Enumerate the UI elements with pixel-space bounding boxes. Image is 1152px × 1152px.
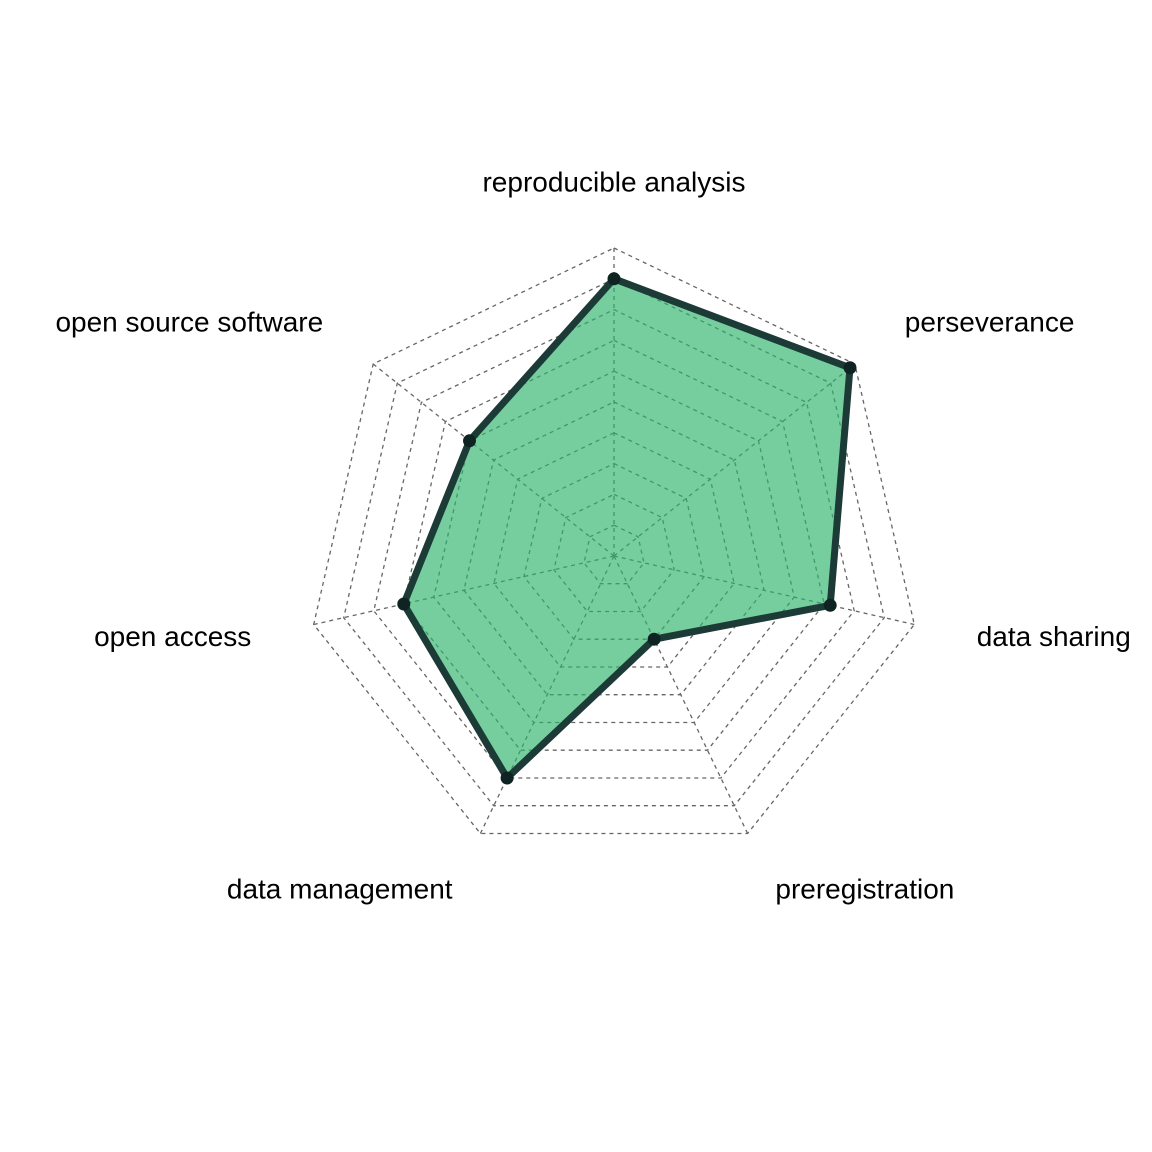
radar-series	[397, 272, 857, 785]
data-point	[823, 598, 837, 612]
axis-label: data management	[227, 874, 453, 905]
series-area	[400, 275, 854, 782]
axis-labels: reproducible analysis perseverance data sh…	[55, 166, 1130, 904]
data-point	[397, 597, 411, 611]
axis-label: data sharing	[977, 621, 1131, 652]
axis-label: perseverance	[905, 306, 1075, 337]
data-point	[500, 771, 514, 785]
data-point	[607, 272, 621, 286]
axis-label: preregistration	[775, 874, 954, 905]
data-point	[843, 361, 857, 375]
axis-label: reproducible analysis	[482, 166, 745, 197]
data-point	[463, 434, 476, 448]
data-point	[647, 632, 661, 646]
axis-label: open source software	[55, 306, 323, 337]
axis-label: open access	[94, 621, 251, 652]
